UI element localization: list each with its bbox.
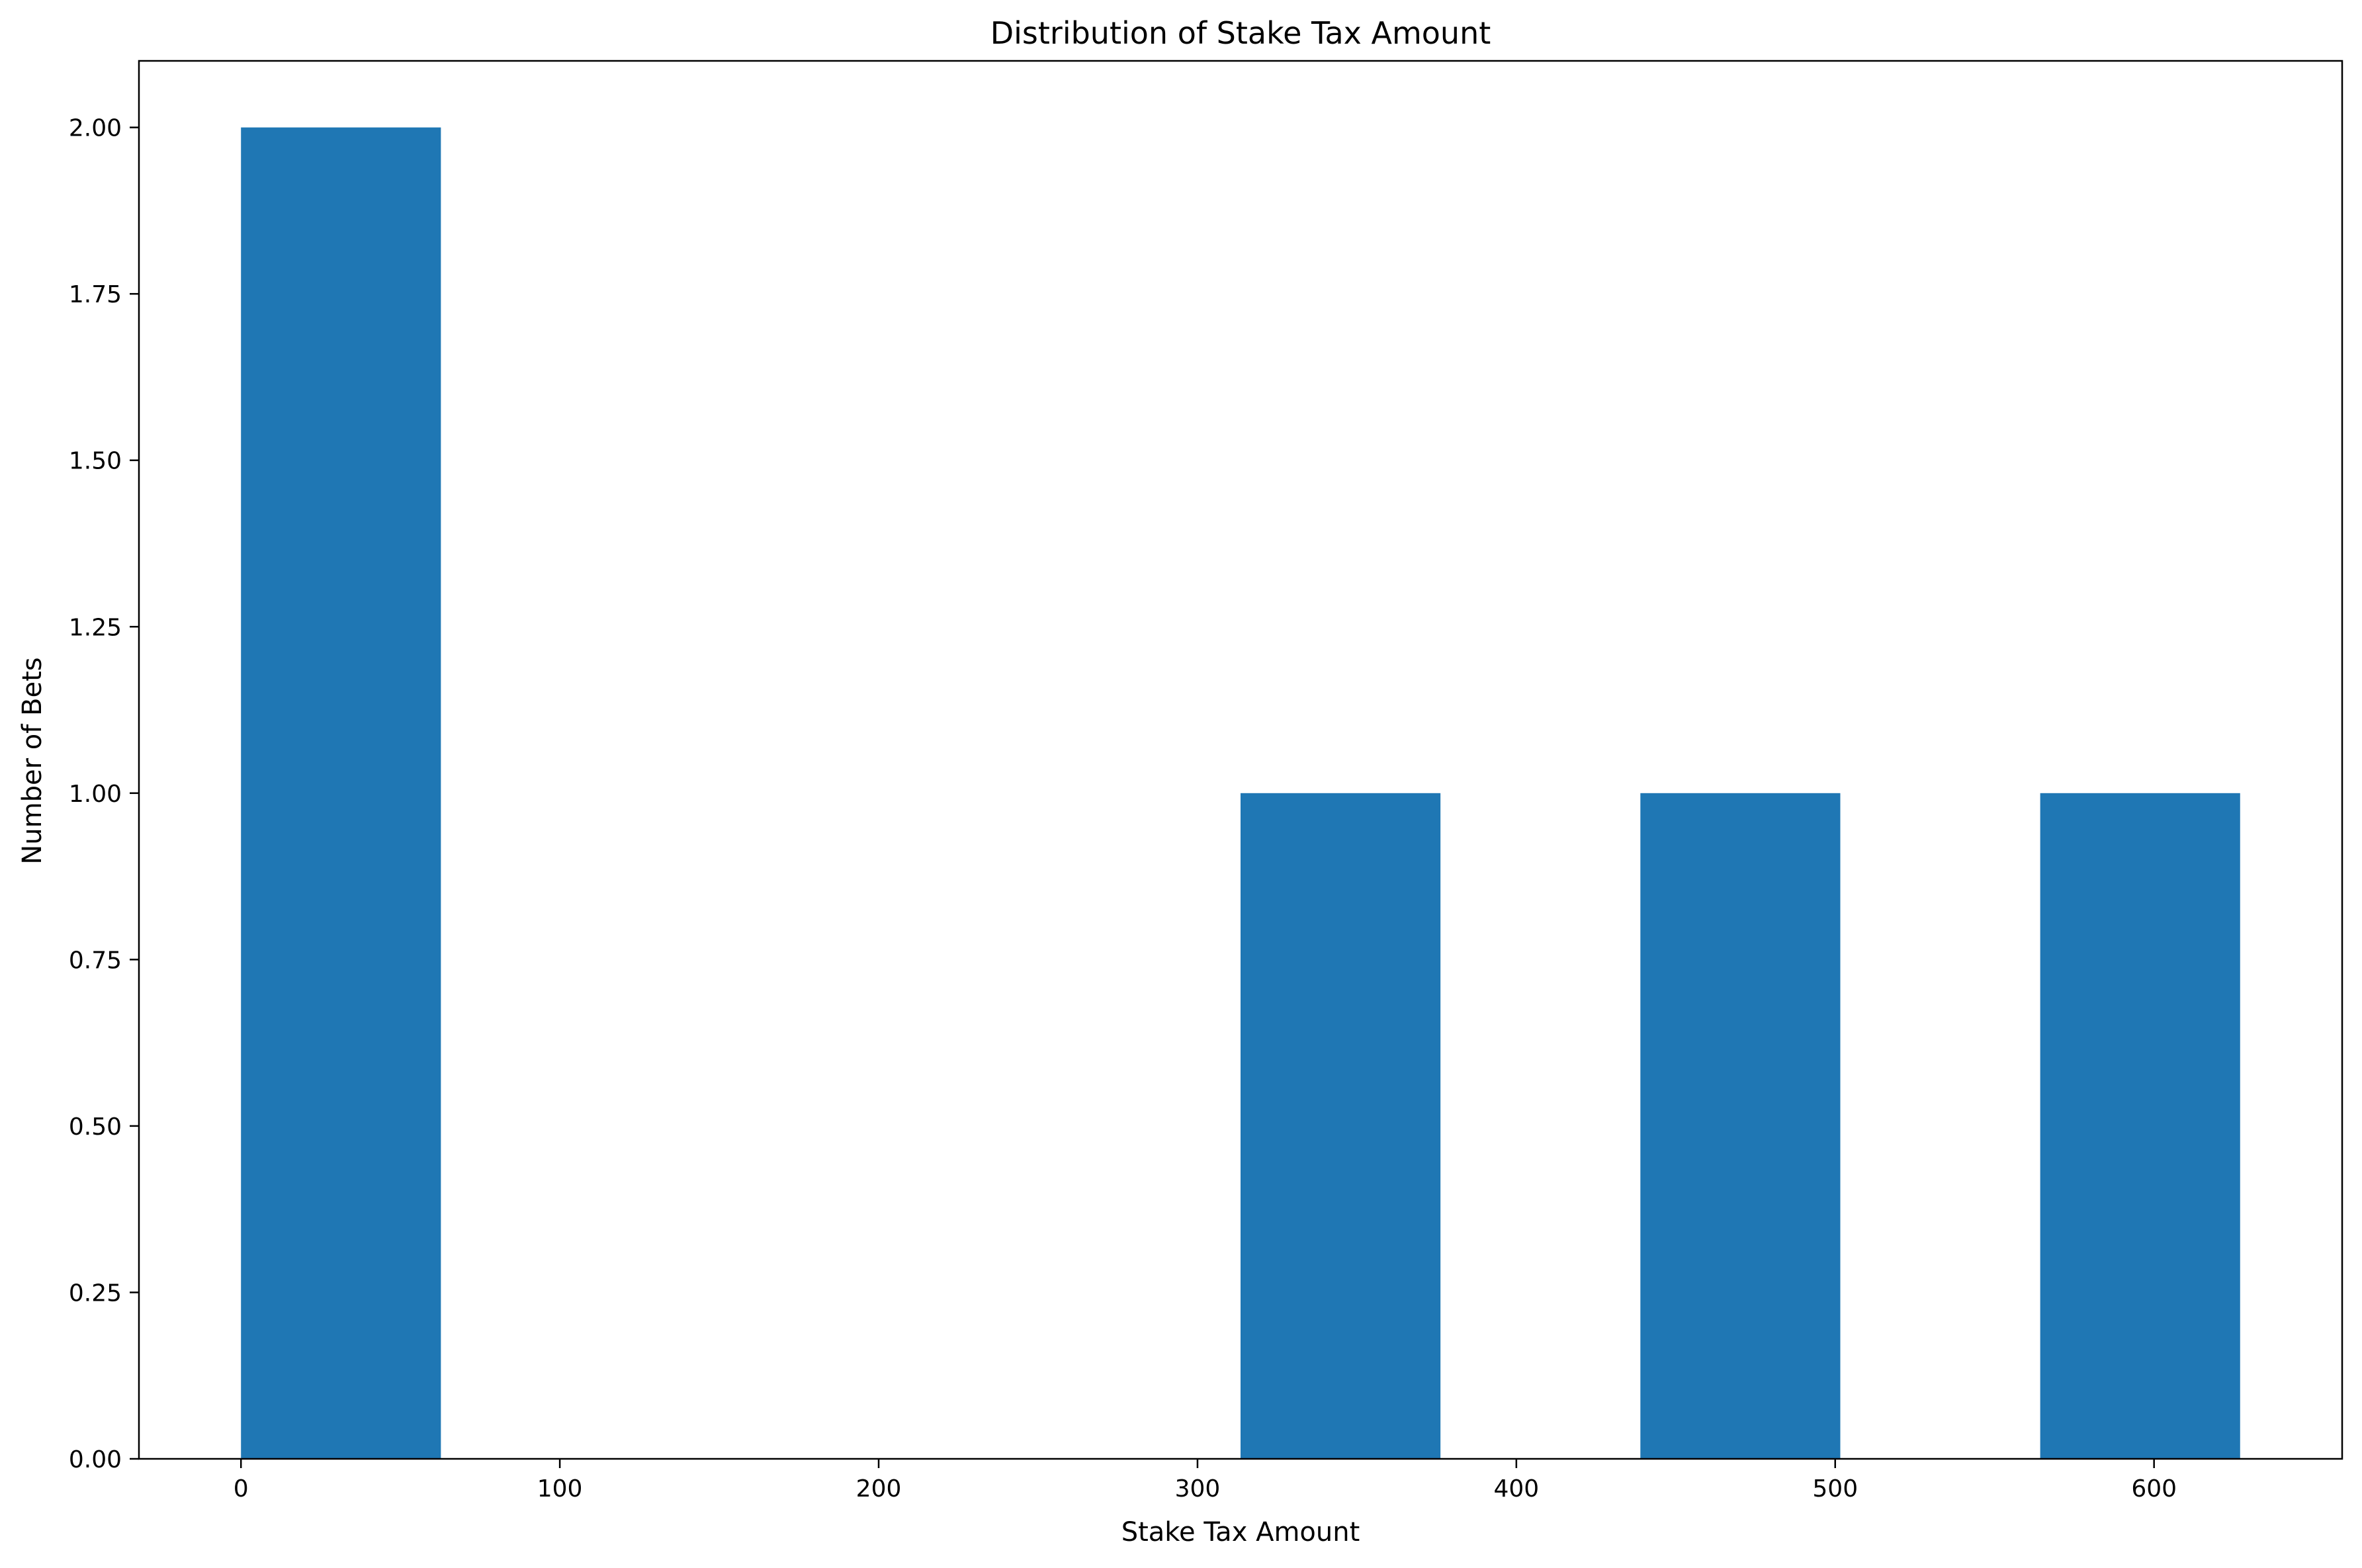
x-axis-ticks: 0 100 200 300 400 500 600 (234, 1459, 2177, 1503)
chart-title: Distribution of Stake Tax Amount (990, 15, 1491, 51)
y-tick-label: 0.50 (69, 1113, 122, 1141)
x-tick-label: 200 (856, 1475, 902, 1503)
y-tick-label: 1.00 (69, 781, 122, 808)
y-tick-label: 0.75 (69, 947, 122, 974)
histogram-bar (1241, 793, 1441, 1459)
plot-frame (138, 60, 2343, 1460)
x-tick-label: 100 (537, 1475, 583, 1503)
y-axis-label: Number of Bets (17, 657, 48, 864)
x-tick-label: 0 (234, 1475, 249, 1503)
y-axis-ticks: 0.00 0.25 0.50 0.75 1.00 1.25 1.50 1.75 2.00 (69, 115, 139, 1473)
y-tick-label: 0.25 (69, 1280, 122, 1307)
y-tick-label: 1.75 (69, 281, 122, 308)
histogram-bar (241, 127, 441, 1459)
x-tick-label: 600 (2131, 1475, 2177, 1503)
y-tick-label: 2.00 (69, 115, 122, 142)
x-tick-label: 300 (1175, 1475, 1221, 1503)
x-tick-label: 400 (1493, 1475, 1539, 1503)
y-tick-label: 1.50 (69, 448, 122, 475)
histogram-bar (2040, 793, 2240, 1459)
histogram-bar (1640, 793, 1841, 1459)
y-tick-label: 1.25 (69, 614, 122, 641)
x-tick-label: 500 (1812, 1475, 1858, 1503)
x-axis-label: Stake Tax Amount (1121, 1517, 1360, 1547)
y-tick-label: 0.00 (69, 1446, 122, 1473)
bars-group (241, 127, 2240, 1459)
